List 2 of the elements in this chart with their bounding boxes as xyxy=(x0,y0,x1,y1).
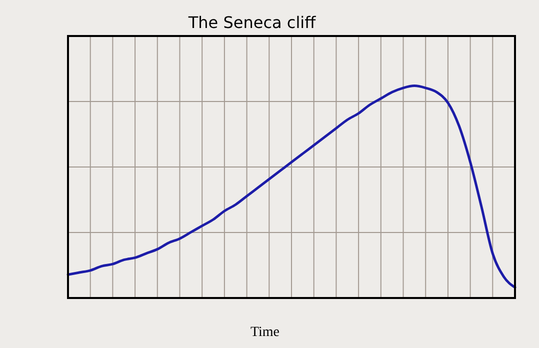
x-axis-title: Time xyxy=(250,325,280,340)
chart-title: The Seneca cliff xyxy=(187,13,317,32)
